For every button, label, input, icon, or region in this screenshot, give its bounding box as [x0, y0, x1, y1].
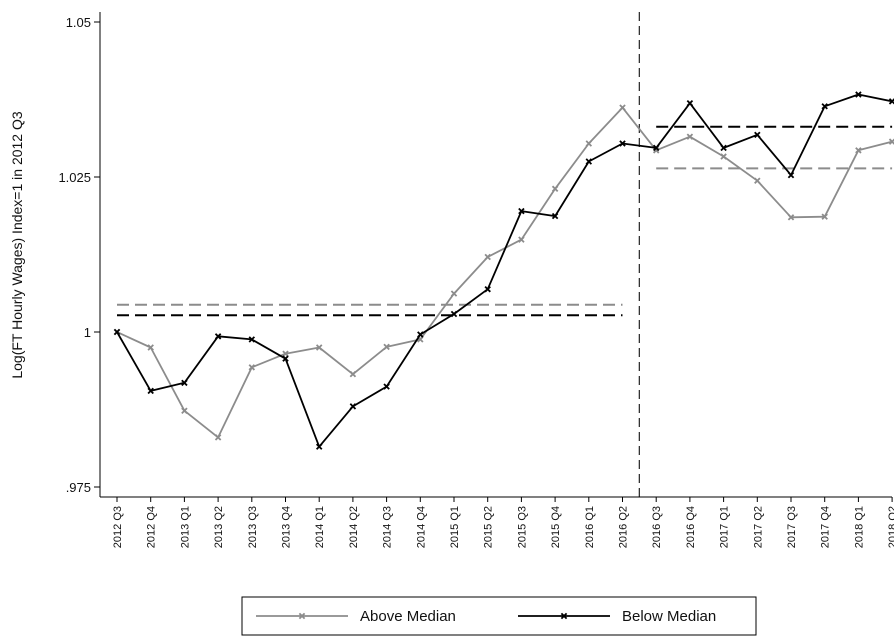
- x-tick-label: 2013 Q3: [247, 506, 259, 548]
- x-tick-label: 2013 Q2: [213, 506, 225, 548]
- legend-item: Below Median: [518, 608, 716, 625]
- legend-item: Above Median: [256, 608, 456, 625]
- x-tick-label: 2015 Q4: [550, 506, 562, 548]
- x-tick-label: 2015 Q3: [516, 506, 528, 548]
- data-point: [214, 434, 222, 441]
- data-point: [754, 177, 761, 184]
- data-point: [754, 131, 761, 139]
- data-point: [787, 214, 795, 221]
- y-tick-label: .975: [66, 480, 91, 495]
- y-tick-label: 1: [84, 325, 91, 340]
- data-point: [787, 171, 795, 179]
- data-point: [551, 212, 559, 220]
- y-tick-label: 1.025: [58, 170, 91, 185]
- x-tick-label: 2017 Q2: [752, 506, 764, 548]
- data-point: [720, 144, 727, 152]
- x-tick-label: 2017 Q1: [719, 506, 731, 548]
- legend: Above Median Below Median: [241, 596, 757, 636]
- data-point: [551, 185, 559, 193]
- x-tick-label: 2012 Q3: [112, 506, 124, 548]
- x-tick-label: 2012 Q4: [146, 506, 158, 548]
- x-tick-label: 2014 Q1: [314, 506, 326, 548]
- x-tick-label: 2014 Q3: [382, 506, 394, 548]
- data-point: [383, 383, 390, 390]
- x-tick-label: 2016 Q1: [584, 506, 596, 548]
- data-point: [821, 213, 828, 220]
- data-point: [585, 158, 593, 165]
- x-tick-label: 2018 Q1: [853, 506, 865, 548]
- data-point: [619, 104, 626, 111]
- data-point: [214, 333, 222, 340]
- data-point: [686, 133, 694, 140]
- data-point: [349, 370, 357, 378]
- x-axis: 2012 Q3 2012 Q4 2013 Q1 2013 Q2 2013 Q3 2013 …: [100, 496, 894, 548]
- data-point: [248, 336, 256, 343]
- x-tick-label: 2017 Q4: [820, 506, 832, 548]
- data-point: [315, 443, 323, 450]
- data-point: [147, 387, 154, 395]
- data-point: [248, 364, 256, 371]
- data-point: [282, 350, 289, 357]
- x-tick-label: 2016 Q2: [618, 506, 630, 548]
- x-tick-label: 2015 Q1: [449, 506, 461, 548]
- data-point: [383, 343, 390, 351]
- data-point: [855, 91, 862, 98]
- data-point: [652, 144, 660, 152]
- x-tick-label: 2016 Q3: [651, 506, 663, 548]
- y-axis: .975 1 1.025 1.05: [58, 12, 101, 497]
- x-tick-label: 2015 Q2: [483, 506, 495, 548]
- y-tick-label: 1.05: [66, 15, 91, 30]
- data-point: [821, 103, 828, 110]
- legend-label: Above Median: [360, 608, 456, 625]
- data-point: [181, 407, 188, 414]
- data-point: [619, 140, 626, 147]
- data-point: [518, 236, 525, 243]
- data-point: [282, 355, 289, 362]
- x-tick-label: 2013 Q1: [179, 506, 191, 548]
- x-tick-label: 2016 Q4: [685, 506, 697, 548]
- data-point: [450, 310, 458, 318]
- x-tick-label: 2014 Q2: [348, 506, 360, 548]
- data-point: [113, 328, 121, 336]
- data-point: [720, 153, 727, 160]
- data-point: [181, 379, 188, 387]
- data-point: [484, 253, 491, 261]
- data-point: [518, 207, 525, 215]
- x-tick-label: 2017 Q3: [786, 506, 798, 548]
- data-point: [147, 344, 154, 351]
- series-below-median: [113, 91, 894, 450]
- plot-area: [113, 12, 894, 497]
- data-point: [855, 147, 862, 154]
- data-point: [560, 612, 568, 620]
- data-point: [315, 344, 323, 351]
- data-point: [298, 612, 306, 620]
- data-point: [417, 331, 424, 338]
- legend-items: Above Median Below Median: [256, 608, 716, 625]
- data-point: [686, 99, 694, 107]
- data-point: [349, 403, 357, 410]
- x-tick-label: 2013 Q4: [281, 506, 293, 548]
- legend-label: Below Median: [622, 608, 716, 625]
- data-point: [450, 290, 458, 297]
- x-tick-label: 2014 Q4: [415, 506, 427, 548]
- data-point: [484, 285, 491, 293]
- x-tick-label: 2018 Q2: [887, 506, 894, 548]
- series-line: [116, 93, 893, 448]
- data-point: [585, 140, 593, 147]
- y-axis-title: Log(FT Hourly Wages) Index=1 in 2012 Q3: [9, 111, 25, 379]
